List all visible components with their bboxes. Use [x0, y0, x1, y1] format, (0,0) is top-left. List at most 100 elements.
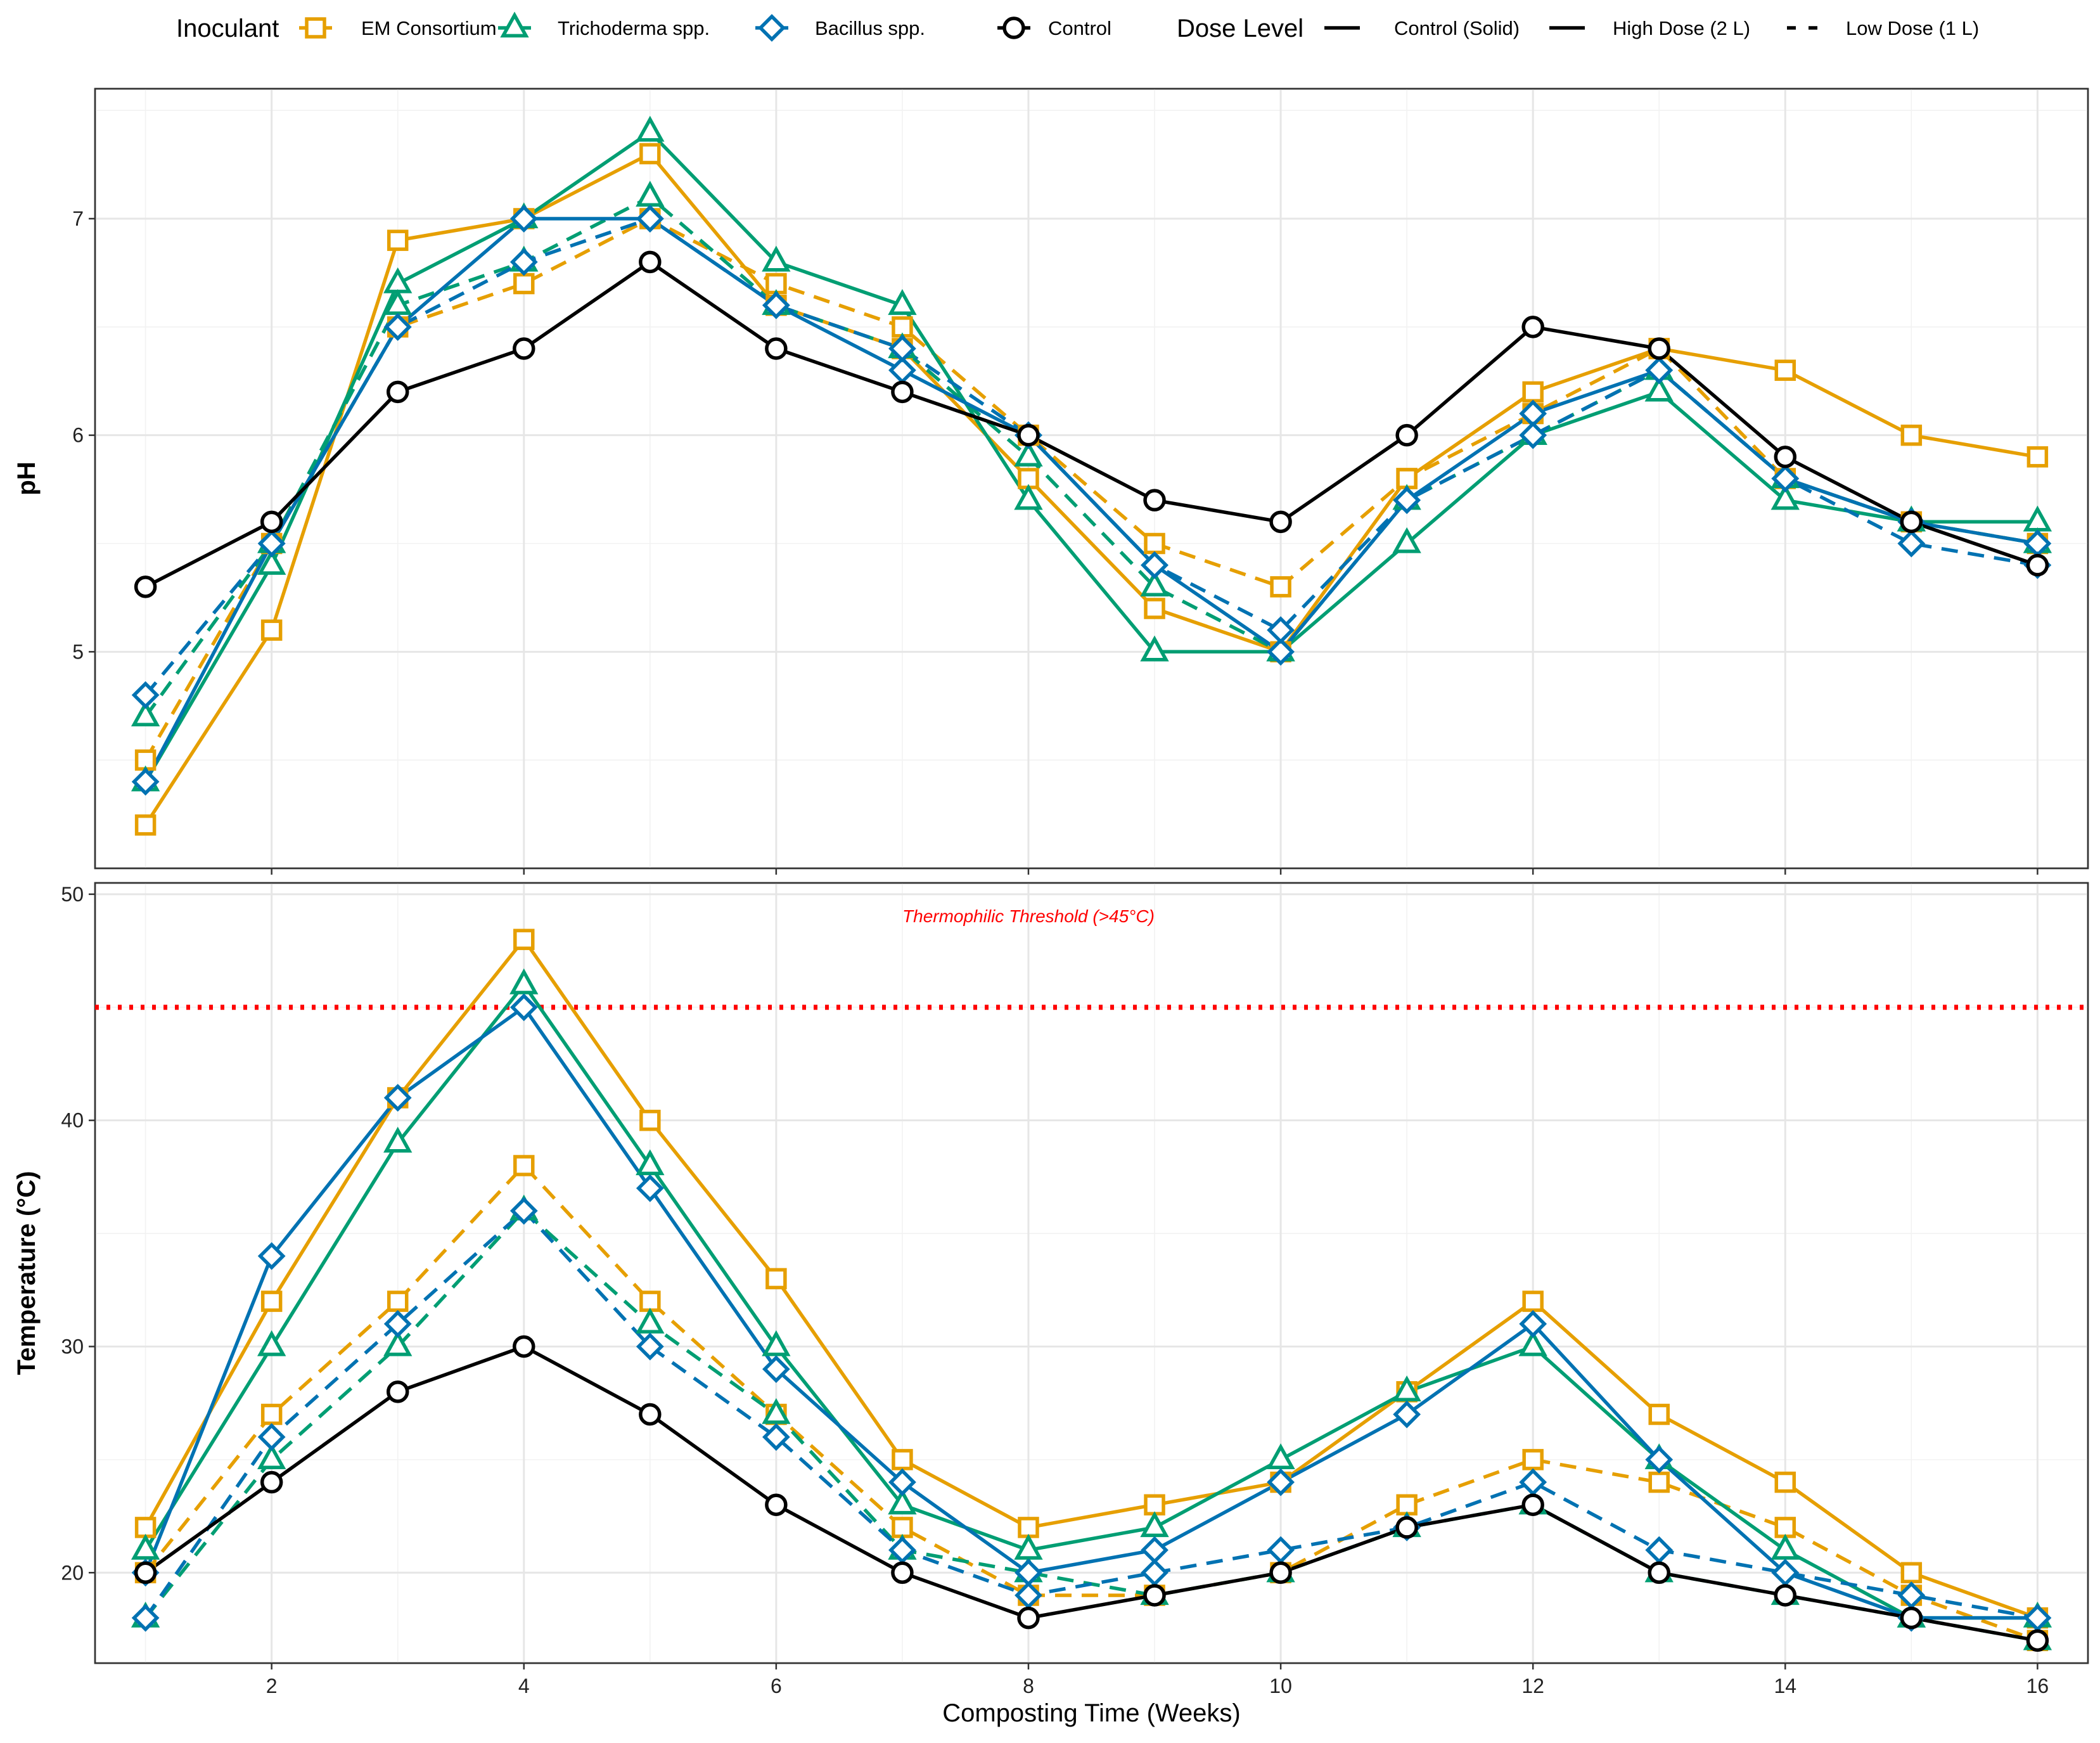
ph-y-tick-label: 5: [72, 640, 84, 663]
temperature-em-consortium-low-point: [1648, 1471, 1670, 1493]
temperature-trichoderma-spp-high-line: [144, 982, 2038, 1620]
legend-key-control-icon: [1002, 16, 1025, 39]
ph-em-consortium-high-point: [1144, 598, 1165, 619]
ph-control-high-point: [1648, 337, 1670, 360]
temperature-em-consortium-low-point: [639, 1290, 661, 1312]
legend-label-em-consortium: EM Consortium: [361, 17, 497, 39]
ph-control-high-point: [1521, 316, 1544, 338]
temperature-trichoderma-spp-high-point: [1392, 1375, 1421, 1401]
temperature-bacillus-spp-low-point: [636, 1332, 664, 1361]
ph-trichoderma-spp-low-point: [1140, 570, 1169, 596]
temperature-control-high-point: [1648, 1561, 1670, 1585]
temperature-y-tick-label: 20: [61, 1561, 84, 1584]
temperature-control-high-point: [1521, 1493, 1544, 1516]
temperature-em-consortium-low-point: [892, 1517, 913, 1538]
temperature-control-high-point: [260, 1470, 283, 1494]
legend-label-high-dose-2-l: High Dose (2 L): [1613, 17, 1750, 39]
ph-bacillus-spp-low-point: [1645, 356, 1674, 385]
temperature-x-tick-label: 8: [1023, 1675, 1034, 1697]
ph-bacillus-spp-low-point: [131, 681, 160, 709]
legend-label-control: Control: [1048, 17, 1111, 39]
temperature-bacillus-spp-high-point: [1519, 1309, 1547, 1338]
temperature-bacillus-spp-high-point: [636, 1174, 664, 1202]
ph-control-high-point: [1269, 510, 1292, 534]
ph-bacillus-spp-low-point: [1393, 486, 1421, 515]
ph-y-tick-label: 7: [72, 207, 84, 230]
temperature-panel-border: [94, 882, 2089, 1664]
ph-em-consortium-high-point: [1522, 381, 1544, 403]
temperature-control-high-point: [134, 1561, 157, 1585]
ph-trichoderma-spp-high-point: [888, 289, 917, 315]
ph-trichoderma-spp-high-point: [1014, 484, 1043, 510]
ph-em-consortium-high-point: [260, 619, 283, 641]
temperature-trichoderma-spp-high-point: [888, 1488, 917, 1515]
temperature-trichoderma-spp-high-point: [1770, 1533, 1800, 1560]
ph-bacillus-spp-low-point: [383, 312, 412, 341]
ph-control-high-point: [134, 576, 157, 598]
ph-em-consortium-low-line: [144, 217, 2038, 761]
ph-control-high-point: [1774, 446, 1797, 468]
temperature-trichoderma-spp-high-point: [383, 1126, 413, 1153]
temperature-bacillus-spp-high-point: [509, 993, 538, 1022]
temperature-em-consortium-high-point: [1018, 1517, 1039, 1538]
temperature-control-high-point: [1395, 1516, 1418, 1539]
temperature-bacillus-spp-high-point: [1393, 1400, 1421, 1429]
temperature-bacillus-spp-high-point: [762, 1355, 790, 1384]
ph-em-consortium-high-point: [2026, 446, 2049, 468]
ph-em-consortium-high-point: [639, 143, 661, 165]
temperature-em-consortium-low-point: [1396, 1494, 1418, 1515]
threshold-label: Thermophilic Threshold (>45°C): [902, 906, 1155, 926]
ph-trichoderma-spp-high-point: [1770, 484, 1800, 510]
temperature-panel: 20 30 40 50 2 4 6 8 10 12 14 16 Temperature (°C) Ther…: [13, 882, 2089, 1697]
temperature-trichoderma-spp-high-point: [1518, 1330, 1547, 1356]
temperature-trichoderma-spp-high-point: [257, 1330, 286, 1356]
temperature-control-high-point: [386, 1380, 409, 1403]
legend-inoculant-title: Inoculant: [176, 15, 279, 42]
legend-dose-title: Dose Level: [1177, 15, 1303, 42]
temperature-x-tick-label: 16: [2026, 1675, 2049, 1697]
ph-trichoderma-spp-high-point: [1392, 527, 1421, 553]
ph-trichoderma-spp-low-point: [131, 700, 160, 726]
temperature-trichoderma-spp-high-point: [1140, 1511, 1169, 1538]
temperature-control-high-point: [765, 1493, 788, 1516]
temperature-trichoderma-spp-high-point: [1266, 1443, 1295, 1470]
ph-trichoderma-spp-high-point: [762, 245, 791, 272]
temperature-control-high-point: [891, 1561, 914, 1585]
temperature-em-consortium-high-point: [892, 1449, 913, 1470]
legend-label-control-solid: Control (Solid): [1394, 17, 1520, 39]
temperature-em-consortium-high-point: [1144, 1494, 1165, 1515]
temperature-em-consortium-high-point: [1774, 1471, 1796, 1493]
temperature-trichoderma-spp-high-point: [762, 1330, 791, 1356]
ph-bacillus-spp-low-point: [762, 291, 790, 319]
ph-control-high-line: [144, 260, 2039, 589]
temperature-x-tick-label: 6: [771, 1675, 782, 1697]
ph-bacillus-spp-low-point: [888, 335, 916, 363]
ph-bacillus-spp-high-point: [131, 768, 160, 796]
ph-bacillus-spp-low-point: [1897, 529, 1926, 558]
temperature-em-consortium-high-point: [260, 1290, 283, 1312]
temperature-em-consortium-high-point: [639, 1109, 661, 1131]
ph-em-consortium-high-point: [1900, 424, 1923, 446]
ph-trichoderma-spp-high-point: [1140, 635, 1169, 662]
temperature-y-tick-label: 50: [61, 883, 84, 906]
legend-key-trichoderma-spp-icon: [500, 11, 529, 38]
ph-bacillus-spp-low-point: [636, 205, 664, 233]
temperature-bacillus-spp-high-point: [257, 1242, 286, 1270]
temperature-trichoderma-spp-high-point: [131, 1533, 160, 1560]
ph-em-consortium-high-point: [1774, 359, 1796, 381]
temperature-em-consortium-high-point: [134, 1517, 157, 1538]
ph-control-high-point: [1395, 423, 1418, 447]
legend-key-bacillus-spp-icon: [758, 14, 786, 42]
ph-em-consortium-low-point: [1270, 576, 1291, 598]
temperature-x-tick-label: 10: [1269, 1675, 1292, 1697]
ph-bacillus-spp-low-line: [144, 217, 2038, 697]
temperature-trichoderma-spp-low-point: [383, 1330, 413, 1356]
temperature-x-tick-label: 4: [518, 1675, 530, 1697]
temperature-bacillus-spp-high-line: [144, 1005, 2038, 1620]
temperature-bacillus-spp-high-point: [888, 1468, 916, 1496]
temperature-em-consortium-low-point: [387, 1290, 409, 1312]
ph-gridlines: [95, 89, 2088, 868]
temperature-bacillus-spp-low-point: [762, 1423, 790, 1451]
ph-bacillus-spp-low-point: [509, 248, 538, 276]
temperature-bacillus-spp-high-point: [383, 1084, 412, 1112]
